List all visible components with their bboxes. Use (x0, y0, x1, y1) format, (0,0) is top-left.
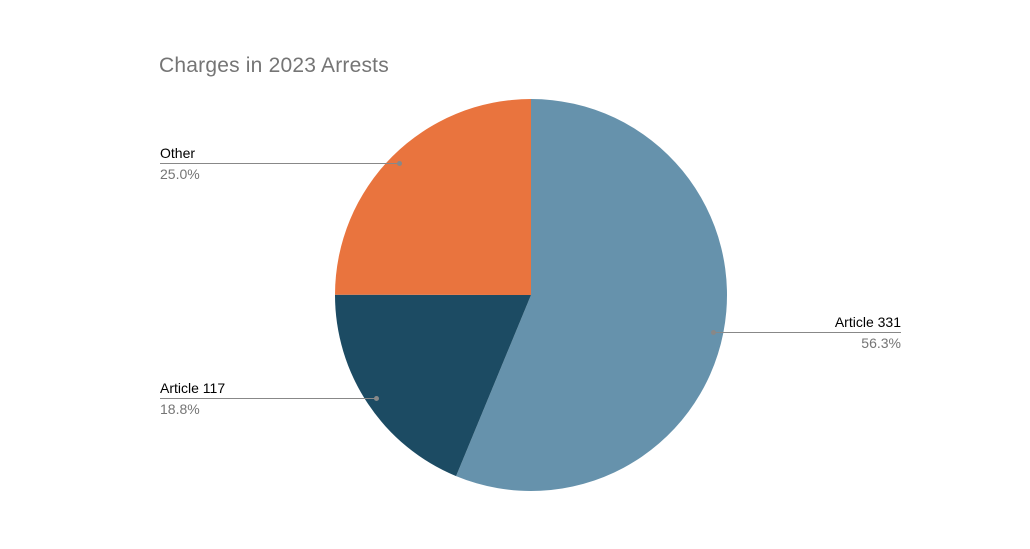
pie-slice-article-117 (334, 294, 531, 477)
callout-article-117: Article 117 18.8% (160, 380, 379, 418)
slice-label-article-117: Article 117 (160, 380, 226, 396)
chart-title: Charges in 2023 Arrests (159, 54, 389, 77)
slice-percent-article-117: 18.8% (160, 401, 200, 417)
slice-label-article-331: Article 331 (834, 314, 901, 330)
callout-article-331: Article 331 56.3% (711, 314, 901, 352)
pie-slice-article-331 (456, 99, 728, 492)
pie-slice-other (335, 99, 531, 295)
leader-line-article-117 (160, 396, 379, 401)
slice-percent-other: 25.0% (160, 166, 200, 182)
leader-dot-icon (397, 161, 402, 166)
slice-percent-article-331: 56.3% (861, 335, 901, 351)
slice-label-other: Other (160, 145, 196, 161)
leader-line-other (160, 161, 402, 166)
leader-line-article-331 (711, 330, 901, 335)
leader-dot-icon (374, 396, 379, 401)
leader-dot-icon (711, 330, 716, 335)
callout-other: Other 25.0% (160, 145, 402, 183)
